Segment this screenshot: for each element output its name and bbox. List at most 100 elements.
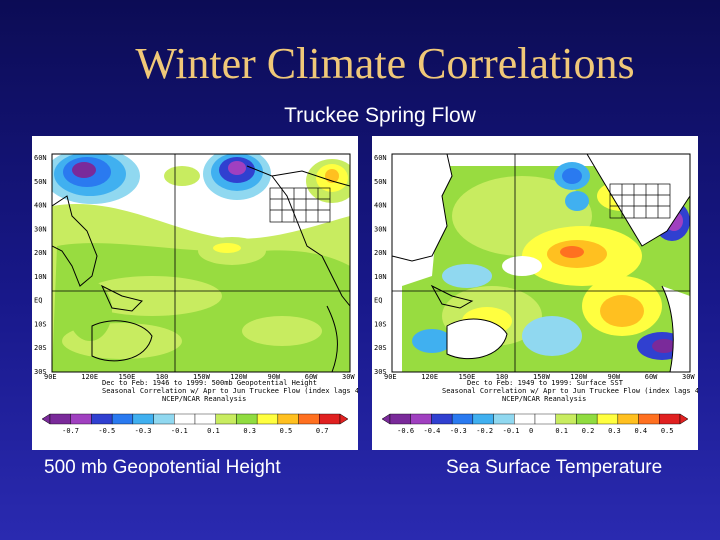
latitude-label: 50N — [374, 178, 387, 186]
colorbar-swatch — [555, 413, 577, 425]
colorbar-swatch — [132, 413, 154, 425]
longitude-label: 180 — [156, 373, 169, 381]
geopotential-height-map: 60N 50N 40N 30N 20N 10N EQ 10S 20S 30S 90E 120E 150… — [34, 153, 358, 435]
latitude-label: 30N — [374, 225, 387, 233]
colorbar-swatch — [298, 413, 320, 425]
latitude-label: 10S — [34, 320, 47, 328]
latitude-label: 30S — [34, 368, 47, 376]
colorbar-swatch — [451, 413, 474, 425]
longitude-label: 30W — [682, 373, 695, 381]
colorbar-swatch — [256, 413, 279, 425]
longitude-label: 120W — [570, 373, 588, 381]
latitude-label: EQ — [34, 297, 42, 305]
colorbar-tick-label: 0.4 — [634, 427, 647, 435]
map-info-line-3: NCEP/NCAR Reanalysis — [502, 395, 586, 403]
latitude-label: 60N — [34, 154, 47, 162]
longitude-label: 120W — [230, 373, 248, 381]
latitude-label: 10N — [374, 273, 387, 281]
colorbar-swatch — [576, 413, 598, 425]
latitude-label: 10S — [374, 320, 387, 328]
colorbar: -0.6 -0.4 -0.3 -0.2 -0.1 0 0.1 0.2 0.3 0.4 0.5 — [381, 413, 689, 435]
latitude-label: 30S — [374, 368, 387, 376]
colorbar-tick-label: -0.3 — [135, 427, 152, 435]
geopotential-height-map-panel: 60N 50N 40N 30N 20N 10N EQ 10S 20S 30S 90E 120E 150… — [32, 136, 358, 450]
longitude-label: 150E — [459, 373, 476, 381]
longitude-label: 150W — [193, 373, 211, 381]
colorbar: -0.7 -0.5 -0.3 -0.1 0.1 0.3 0.5 0.7 — [41, 413, 349, 435]
colorbar-swatch — [410, 413, 432, 425]
slide-subtitle: Truckee Spring Flow — [284, 104, 476, 127]
longitude-label: 150E — [119, 373, 136, 381]
sea-surface-temperature-map: 60N 50N 40N 30N 20N 10N EQ 10S 20S 30S 90E 120E 150… — [374, 153, 698, 435]
colorbar-swatch — [70, 413, 92, 425]
latitude-label: 40N — [374, 202, 387, 210]
longitude-label: 180 — [496, 373, 509, 381]
colorbar-arrow-left — [41, 413, 51, 425]
colorbar-tick-label: -0.3 — [450, 427, 467, 435]
longitude-label: 150W — [533, 373, 551, 381]
colorbar-tick-label: -0.6 — [397, 427, 414, 435]
colorbar-swatch — [194, 413, 216, 425]
longitude-label: 60W — [645, 373, 658, 381]
colorbar-swatch — [277, 413, 299, 425]
longitude-label: 90E — [384, 373, 397, 381]
longitude-label: 60W — [305, 373, 318, 381]
latitude-label: 20N — [34, 249, 47, 257]
latitude-label: 60N — [374, 154, 387, 162]
colorbar-swatch — [215, 413, 237, 425]
latitude-label: 30N — [34, 225, 47, 233]
colorbar-swatch — [174, 413, 196, 425]
map-info-line-2: Seasonal Correlation w/ Apr to Jun Truck… — [102, 387, 358, 395]
colorbar-tick-label: 0.5 — [280, 427, 293, 435]
map-info-line-3: NCEP/NCAR Reanalysis — [162, 395, 246, 403]
longitude-label: 30W — [342, 373, 355, 381]
longitude-label: 90E — [44, 373, 57, 381]
colorbar-swatch — [534, 413, 556, 425]
colorbar-tick-label: -0.7 — [62, 427, 79, 435]
sea-surface-temperature-map-panel: 60N 50N 40N 30N 20N 10N EQ 10S 20S 30S 90E 120E 150… — [372, 136, 698, 450]
right-map-caption: Sea Surface Temperature — [446, 457, 663, 478]
colorbar-arrow-right — [679, 413, 689, 425]
colorbar-tick-label: 0.5 — [661, 427, 674, 435]
colorbar-tick-label: -0.2 — [476, 427, 493, 435]
longitude-labels: 90E 120E 150E 180 150W 120W 90W 60W 30W — [384, 373, 695, 381]
colorbar-swatch — [49, 413, 71, 425]
colorbar-tick-label: 0 — [529, 427, 533, 435]
longitude-label: 120E — [81, 373, 98, 381]
colorbar-tick-label: 0.3 — [608, 427, 621, 435]
longitude-label: 90W — [268, 373, 281, 381]
map-info-line-1: Dec to Feb: 1946 to 1999: 500mb Geopoten… — [102, 379, 317, 387]
latitude-label: 50N — [34, 178, 47, 186]
colorbar-swatch — [389, 413, 411, 425]
latitude-label: 20S — [374, 344, 387, 352]
latitude-label: EQ — [374, 297, 382, 305]
colorbar-tick-label: 0.7 — [316, 427, 329, 435]
colorbar-tick-label: -0.5 — [98, 427, 115, 435]
colorbar-swatch — [596, 413, 619, 425]
longitude-label: 120E — [421, 373, 438, 381]
latitude-labels: 60N 50N 40N 30N 20N 10N EQ 10S 20S 30S — [34, 154, 47, 376]
colorbar-tick-label: 0.1 — [207, 427, 220, 435]
colorbar-swatch — [617, 413, 639, 425]
colorbar-tick-label: -0.1 — [171, 427, 188, 435]
colorbar-tick-label: -0.4 — [424, 427, 441, 435]
slide-title: Winter Climate Correlations — [135, 39, 635, 88]
longitude-label: 90W — [608, 373, 621, 381]
colorbar-swatch — [431, 413, 453, 425]
colorbar-arrow-left — [381, 413, 391, 425]
colorbar-tick-label: 0.2 — [582, 427, 595, 435]
latitude-label: 20N — [374, 249, 387, 257]
latitude-labels: 60N 50N 40N 30N 20N 10N EQ 10S 20S 30S — [374, 154, 387, 376]
colorbar-arrow-right — [339, 413, 349, 425]
colorbar-tick-label: 0.1 — [555, 427, 568, 435]
colorbar-swatch — [659, 413, 681, 425]
latitude-label: 20S — [34, 344, 47, 352]
colorbar-swatch — [236, 413, 258, 425]
colorbar-swatch — [472, 413, 494, 425]
colorbar-swatch — [493, 413, 515, 425]
map-info-line-2: Seasonal Correlation w/ Apr to Jun Truck… — [442, 387, 698, 395]
colorbar-tick-label: -0.1 — [503, 427, 520, 435]
colorbar-swatch — [91, 413, 113, 425]
latitude-label: 10N — [34, 273, 47, 281]
colorbar-swatch — [111, 413, 134, 425]
